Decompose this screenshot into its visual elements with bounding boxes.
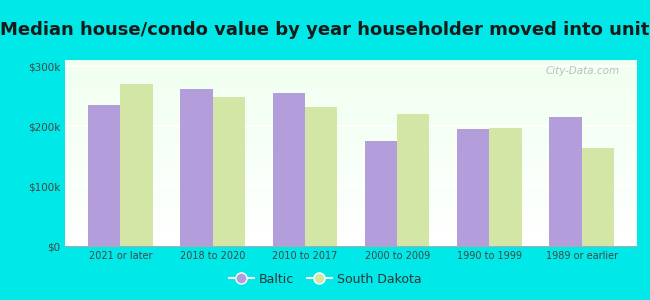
Bar bbox=[457, 129, 489, 246]
Bar bbox=[120, 84, 153, 246]
Bar bbox=[489, 128, 522, 246]
Bar bbox=[397, 114, 430, 246]
Bar bbox=[180, 89, 213, 246]
Text: Median house/condo value by year householder moved into unit: Median house/condo value by year househo… bbox=[0, 21, 650, 39]
Bar bbox=[582, 148, 614, 246]
Bar bbox=[365, 141, 397, 246]
Bar bbox=[549, 117, 582, 246]
Bar bbox=[213, 97, 245, 246]
Bar bbox=[305, 107, 337, 246]
Bar bbox=[272, 93, 305, 246]
Text: City-Data.com: City-Data.com bbox=[546, 66, 620, 76]
Legend: Baltic, South Dakota: Baltic, South Dakota bbox=[224, 268, 426, 291]
Bar bbox=[88, 105, 120, 246]
